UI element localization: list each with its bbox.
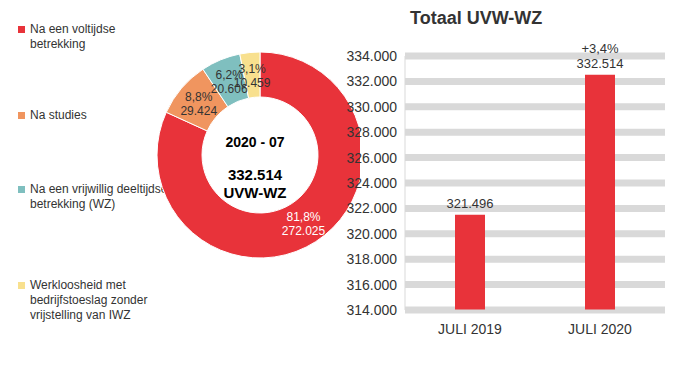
svg-text:JULI 2020: JULI 2020 (568, 321, 632, 337)
svg-text:321.496: 321.496 (447, 196, 494, 211)
svg-text:JULI 2019: JULI 2019 (438, 321, 502, 337)
svg-text:326.000: 326.000 (346, 150, 397, 166)
svg-text:322.000: 322.000 (346, 200, 397, 216)
svg-text:334.000: 334.000 (346, 48, 397, 64)
svg-text:324.000: 324.000 (346, 175, 397, 191)
svg-text:318.000: 318.000 (346, 251, 397, 267)
svg-text:314.000: 314.000 (346, 302, 397, 318)
svg-text:316.000: 316.000 (346, 277, 397, 293)
svg-text:330.000: 330.000 (346, 99, 397, 115)
svg-text:3,1%10.459: 3,1%10.459 (234, 62, 271, 90)
svg-text:328.000: 328.000 (346, 124, 397, 140)
svg-text:332.000: 332.000 (346, 73, 397, 89)
svg-text:320.000: 320.000 (346, 226, 397, 242)
svg-text:81,8%272.025: 81,8%272.025 (282, 210, 326, 238)
svg-text:+3,4%: +3,4% (581, 41, 619, 56)
svg-text:332.514: 332.514 (577, 56, 624, 71)
